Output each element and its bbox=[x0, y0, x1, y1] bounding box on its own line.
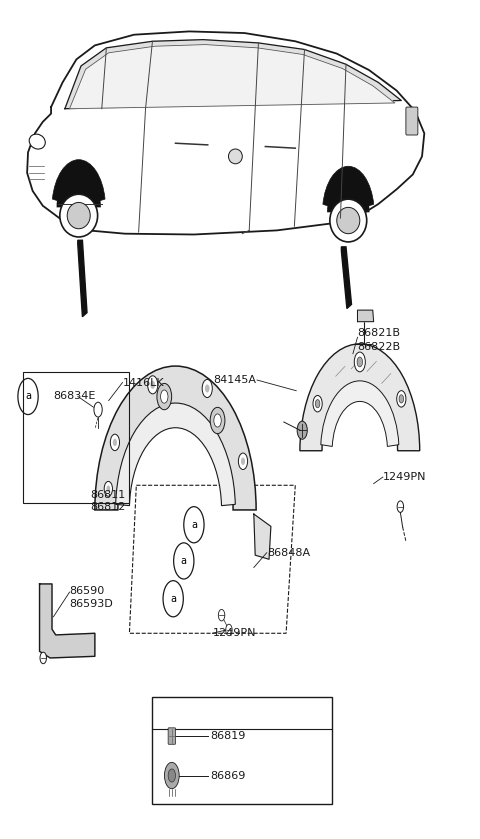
Circle shape bbox=[239, 453, 248, 470]
Circle shape bbox=[202, 379, 212, 398]
Circle shape bbox=[165, 763, 179, 789]
Text: a: a bbox=[191, 519, 197, 529]
Circle shape bbox=[40, 652, 47, 664]
Text: 84145A: 84145A bbox=[213, 375, 256, 385]
Polygon shape bbox=[27, 31, 424, 234]
Text: a: a bbox=[181, 556, 187, 566]
Text: a: a bbox=[170, 594, 176, 604]
Circle shape bbox=[397, 391, 406, 407]
Text: 86822B: 86822B bbox=[358, 342, 401, 352]
Wedge shape bbox=[300, 344, 420, 451]
Polygon shape bbox=[70, 44, 395, 109]
Circle shape bbox=[113, 439, 117, 446]
Text: a: a bbox=[167, 709, 173, 719]
Text: 86848A: 86848A bbox=[268, 548, 311, 558]
Wedge shape bbox=[52, 159, 105, 201]
Circle shape bbox=[315, 399, 320, 408]
Polygon shape bbox=[39, 584, 95, 658]
Circle shape bbox=[241, 457, 245, 465]
Circle shape bbox=[110, 435, 120, 451]
Circle shape bbox=[161, 390, 168, 404]
Wedge shape bbox=[95, 366, 256, 510]
Circle shape bbox=[399, 395, 404, 403]
Ellipse shape bbox=[60, 194, 97, 237]
Text: 1416LK: 1416LK bbox=[122, 378, 164, 388]
Text: 86590: 86590 bbox=[70, 586, 105, 596]
Circle shape bbox=[354, 352, 365, 372]
Polygon shape bbox=[65, 39, 401, 109]
Circle shape bbox=[218, 609, 225, 621]
Wedge shape bbox=[327, 175, 370, 212]
Circle shape bbox=[104, 482, 112, 496]
Ellipse shape bbox=[29, 134, 45, 149]
Text: 86819: 86819 bbox=[210, 731, 245, 741]
Circle shape bbox=[148, 376, 158, 393]
Text: 1249PN: 1249PN bbox=[383, 472, 426, 482]
Ellipse shape bbox=[337, 207, 360, 234]
Circle shape bbox=[150, 381, 155, 389]
Wedge shape bbox=[323, 166, 374, 206]
Polygon shape bbox=[78, 240, 87, 316]
Text: 86834E: 86834E bbox=[53, 392, 96, 402]
Circle shape bbox=[168, 769, 176, 782]
Wedge shape bbox=[321, 381, 399, 446]
Text: 86821B: 86821B bbox=[358, 328, 400, 338]
Wedge shape bbox=[57, 168, 101, 207]
Circle shape bbox=[107, 486, 110, 492]
FancyBboxPatch shape bbox=[168, 727, 176, 744]
Polygon shape bbox=[358, 310, 373, 321]
Circle shape bbox=[94, 402, 102, 417]
Circle shape bbox=[205, 384, 209, 393]
Circle shape bbox=[397, 501, 404, 513]
FancyBboxPatch shape bbox=[406, 107, 418, 135]
Circle shape bbox=[357, 357, 362, 367]
Ellipse shape bbox=[330, 199, 367, 242]
Ellipse shape bbox=[228, 149, 242, 164]
Text: 86593D: 86593D bbox=[70, 599, 113, 608]
FancyBboxPatch shape bbox=[153, 697, 332, 805]
Text: 86812: 86812 bbox=[90, 503, 126, 513]
Polygon shape bbox=[254, 514, 271, 560]
Circle shape bbox=[313, 395, 322, 412]
Circle shape bbox=[214, 414, 221, 427]
Wedge shape bbox=[116, 403, 235, 506]
Polygon shape bbox=[341, 247, 351, 309]
Text: 1249PN: 1249PN bbox=[212, 628, 256, 638]
Ellipse shape bbox=[67, 202, 90, 229]
Text: a: a bbox=[25, 392, 31, 402]
Text: 86811: 86811 bbox=[90, 490, 125, 500]
Circle shape bbox=[226, 624, 232, 636]
Circle shape bbox=[157, 383, 172, 409]
Circle shape bbox=[297, 421, 307, 440]
Text: 86869: 86869 bbox=[210, 770, 245, 780]
Circle shape bbox=[210, 408, 225, 434]
